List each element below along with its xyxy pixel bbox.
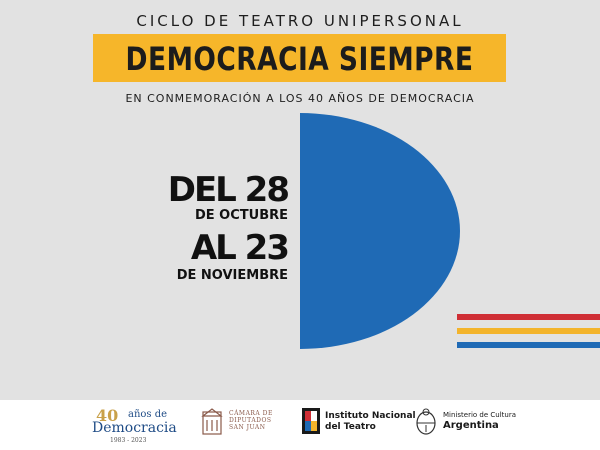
logo-40-number: 40 [96,406,119,425]
logo-40-anos-democracia: 40 años de Democracia 1983 - 2023 [92,406,177,444]
logo-40-top-text: años de [128,409,168,420]
sponsor-footer: 40 años de Democracia 1983 - 2023 CÁMARA… [0,400,600,450]
camara-diputados-text: CÁMARA DE DIPUTADOS SAN JUAN [229,410,289,431]
camara-line2: DIPUTADOS [229,417,272,424]
national-shield-icon [416,408,436,435]
ministerio-line1: Ministerio de Cultura [443,411,516,419]
date-to-month: DE NOVIEMBRE [176,268,288,283]
date-from-day: DEL 28 [167,170,290,210]
ministerio-line2: Argentina [443,420,499,431]
date-to-day: AL 23 [190,228,290,268]
camara-line3: SAN JUAN [229,424,266,431]
building-seal-icon [201,408,223,435]
stripe-blue [457,342,600,348]
camara-line1: CÁMARA DE [229,410,273,417]
inteatro-line1: Instituto Nacional [325,411,416,421]
stripe-yellow [457,328,600,334]
inteatro-line2: del Teatro [325,422,376,432]
logo-40-years: 1983 - 2023 [110,437,147,444]
stripe-red [457,314,600,320]
logo-40-main-text: Democracia [92,420,177,436]
inteatro-mark-icon [302,408,320,434]
date-from-month: DE OCTUBRE [194,208,288,223]
eyebrow-text: CICLO DE TEATRO UNIPERSONAL [136,12,464,30]
inteatro-text: Instituto Nacional del Teatro [325,411,416,433]
event-title: DEMOCRACIA SIEMPRE [125,40,474,78]
blue-half-circle [300,113,460,349]
ministerio-cultura-text: Ministerio de Cultura Argentina [443,411,516,432]
title-banner: DEMOCRACIA SIEMPRE [93,34,506,82]
subtitle-text: EN CONMEMORACIÓN A LOS 40 AÑOS DE DEMOCR… [125,92,475,105]
